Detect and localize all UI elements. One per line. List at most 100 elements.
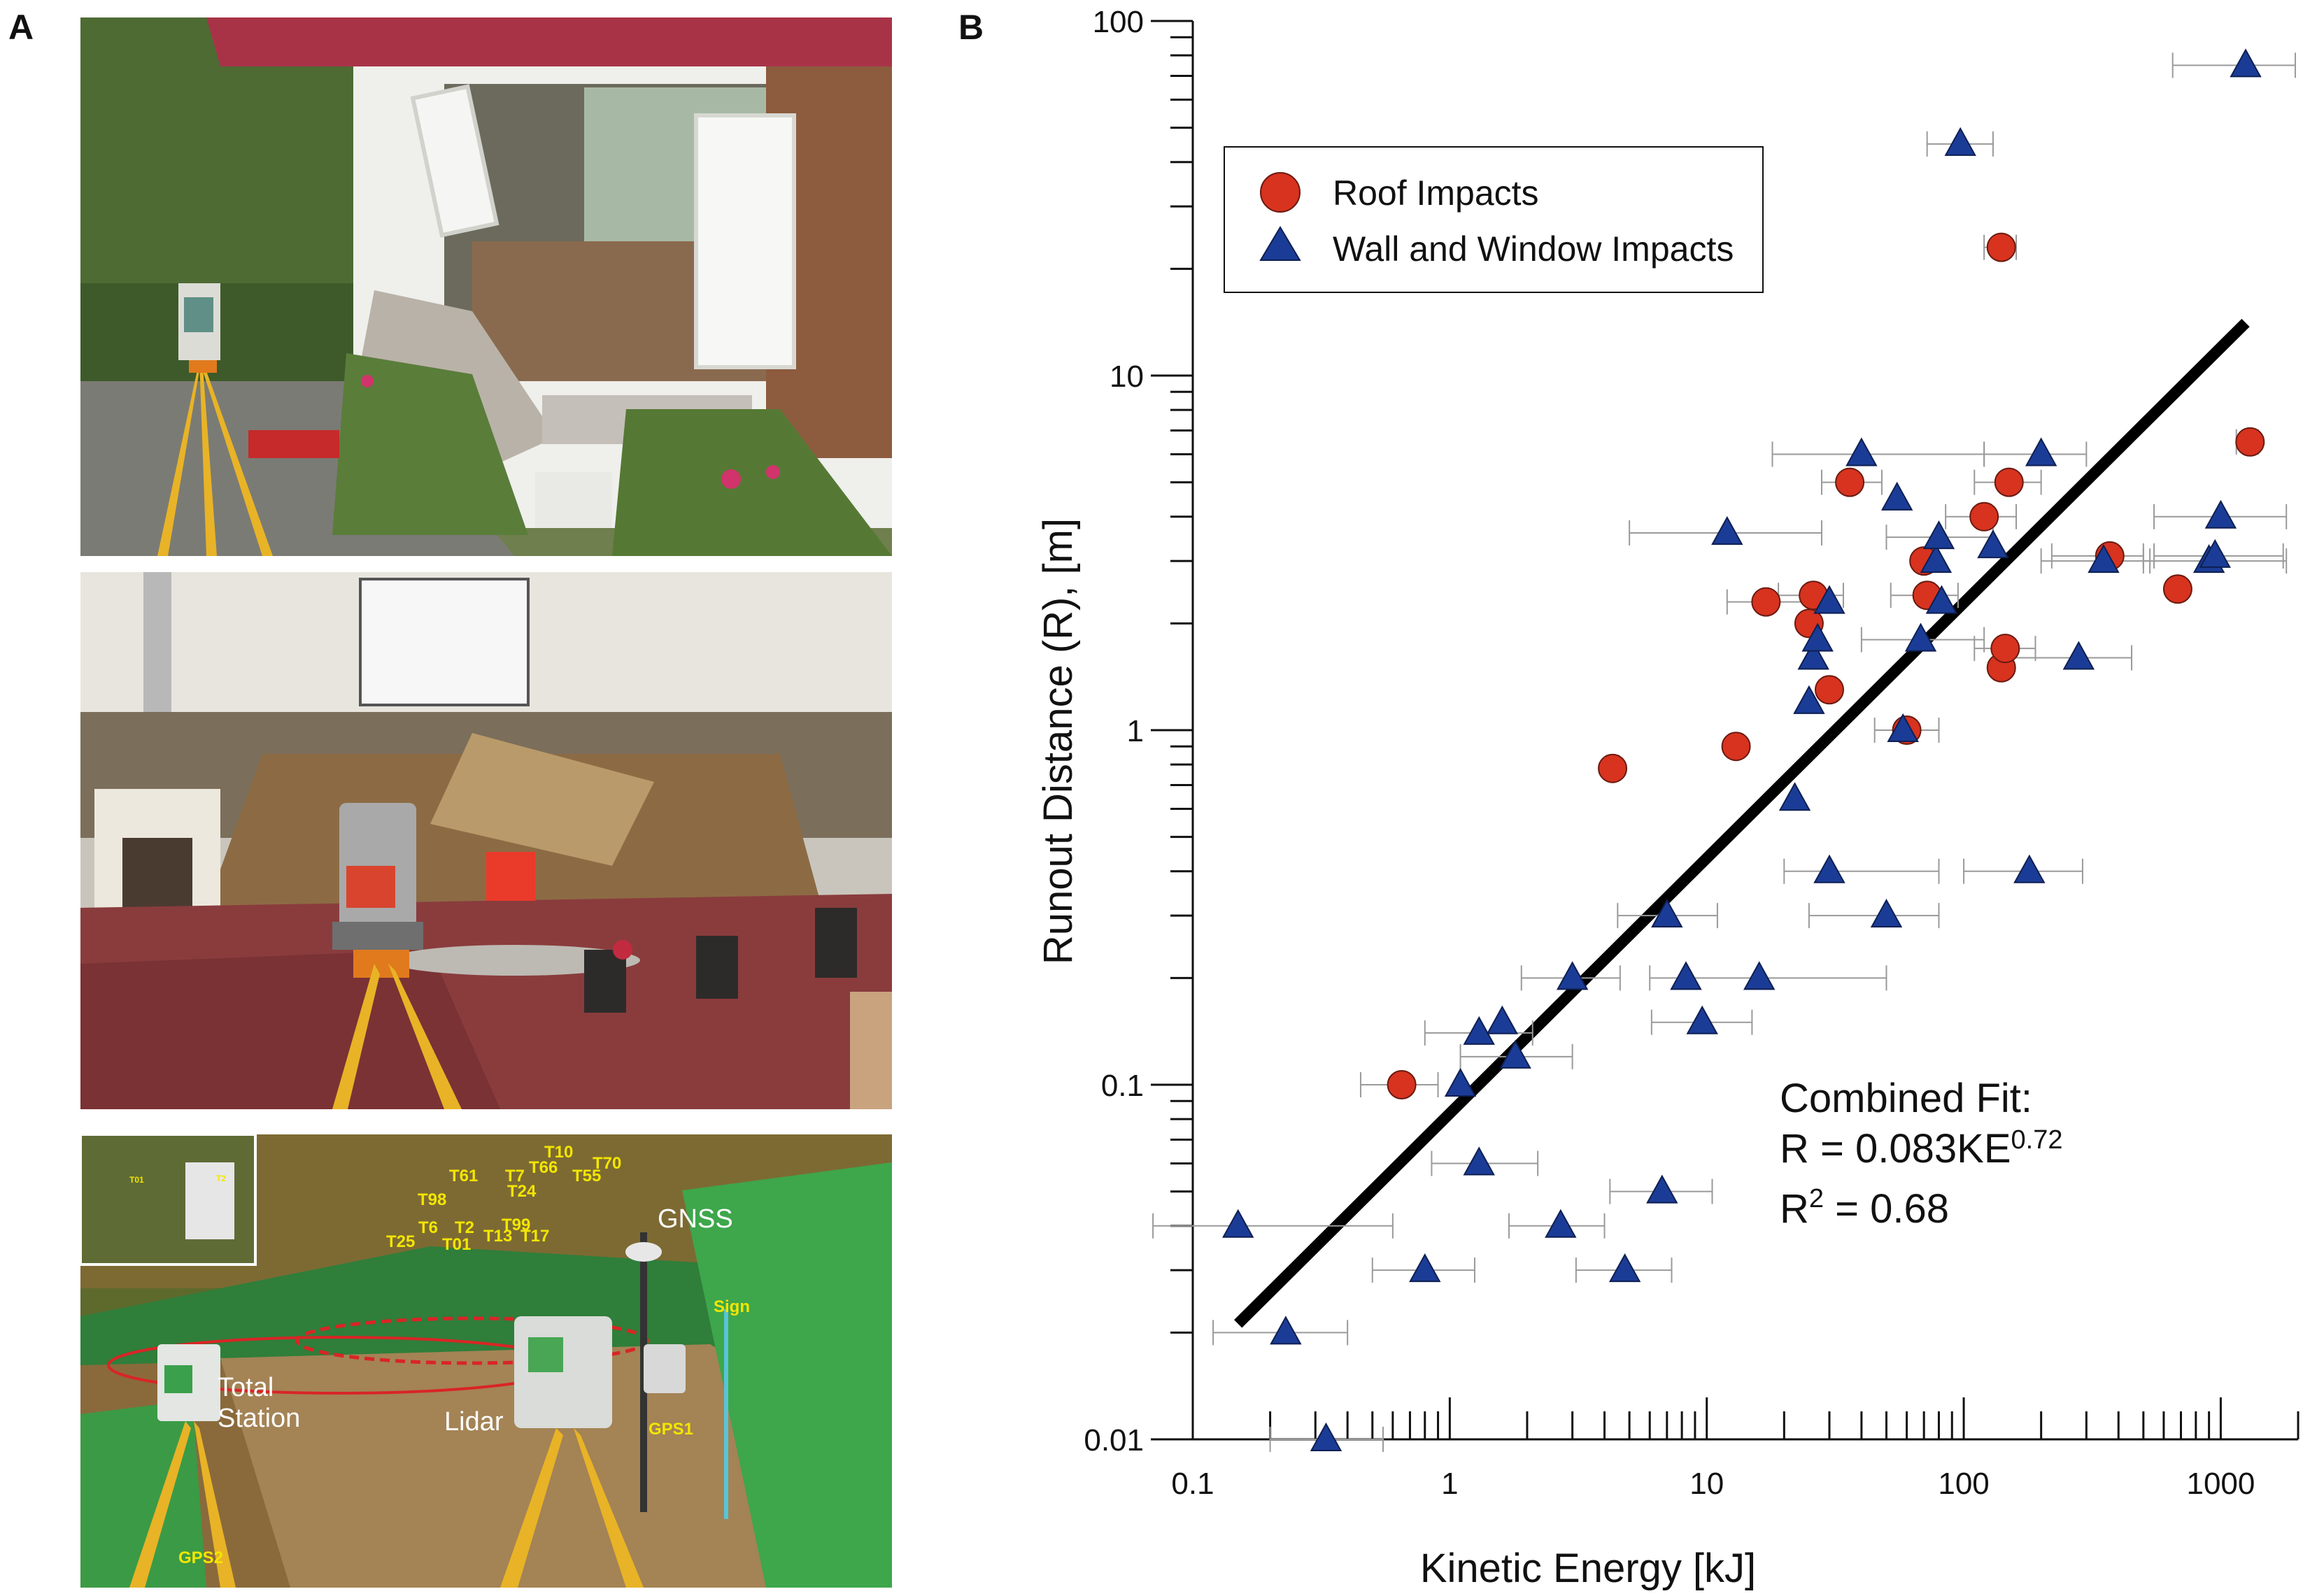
- roof-impact-point: [1814, 675, 1844, 705]
- gps2-label: GPS2: [178, 1548, 224, 1567]
- x-tick-label: 1: [1441, 1467, 1458, 1501]
- wall-impact-point: [1797, 641, 1829, 670]
- roof-impact-point: [1990, 634, 2020, 664]
- target-label: T10: [544, 1143, 574, 1162]
- wall-impact-point: [1221, 1209, 1254, 1238]
- wall-impact-point: [1486, 1005, 1519, 1034]
- wall-impact-point: [1711, 515, 1743, 545]
- target-label: T25: [386, 1232, 416, 1251]
- target-label: T2: [455, 1218, 475, 1237]
- wall-impact-point: [1444, 1067, 1477, 1097]
- wall-impact-point: [1545, 1209, 1577, 1238]
- y-axis-title: Runout Distance (R), [m]: [1035, 518, 1081, 964]
- photo-damaged-house: [80, 17, 892, 556]
- panel-a-label: A: [8, 8, 34, 47]
- inset-target-label: T01: [129, 1175, 144, 1185]
- wall-impact-point: [1556, 961, 1589, 990]
- target-label: T61: [449, 1167, 479, 1185]
- wall-impact-point: [1801, 622, 1834, 652]
- total-station-label: Total Station: [218, 1373, 301, 1433]
- wall-impact-point: [1651, 899, 1683, 928]
- x-tick-label: 1000: [2186, 1467, 2255, 1501]
- wall-impact-point: [1813, 854, 1845, 883]
- wall-impact-point: [1778, 782, 1811, 811]
- wall-impact-point: [1608, 1253, 1641, 1283]
- x-axis: 0.1 1 10 100 1000: [1171, 1397, 2300, 1501]
- legend-roof-label: Roof Impacts: [1333, 173, 1539, 213]
- wall-impact-point: [2013, 854, 2046, 883]
- photo-collapsed-interior: [80, 572, 892, 1109]
- data-markers: [1221, 48, 2265, 1451]
- wall-impact-point: [1793, 685, 1825, 714]
- wall-impact-point: [2062, 641, 2095, 670]
- lidar-label: Lidar: [444, 1407, 504, 1437]
- target-label: T55: [572, 1167, 602, 1185]
- wall-impact-point: [2230, 48, 2262, 78]
- target-label: T7: [505, 1167, 525, 1185]
- house-photo-graphic: [80, 17, 892, 556]
- point-cloud-graphic: [80, 1134, 892, 1588]
- roof-impact-point: [1598, 753, 1628, 783]
- legend-wall-label: Wall and Window Impacts: [1333, 229, 1734, 269]
- y-tick-label: 0.1: [1101, 1069, 1144, 1103]
- wall-impact-point: [1845, 437, 1878, 466]
- wall-impact-point: [1409, 1253, 1441, 1283]
- fit-line: [1234, 318, 2250, 1328]
- fit-equation: R = 0.083KE0.72: [1780, 1125, 2062, 1171]
- wall-impact-point: [2088, 544, 2120, 573]
- roof-impact-point: [1986, 232, 2016, 262]
- wall-impact-point: [2199, 539, 2231, 568]
- target-label: T70: [593, 1154, 622, 1173]
- roof-impact-point: [1721, 732, 1751, 762]
- wall-impact-point: [1922, 520, 1955, 550]
- wall-impact-point: [1310, 1422, 1342, 1451]
- target-label: T66: [529, 1158, 558, 1177]
- wall-impact-point: [1270, 1316, 1302, 1345]
- panel-b-label: B: [958, 8, 984, 47]
- target-label: T24: [507, 1182, 537, 1201]
- target-label: T6: [418, 1218, 439, 1237]
- wall-impact-point: [1686, 1005, 1718, 1034]
- wall-impact-point: [1646, 1174, 1678, 1204]
- wall-impact-point: [1887, 713, 1919, 742]
- legend-wall-marker: [1259, 226, 1301, 261]
- wall-impact-point: [1463, 1016, 1495, 1045]
- wall-impact-point: [1944, 127, 1976, 156]
- wall-impact-point: [1904, 622, 1937, 652]
- wall-impact-point: [1499, 1039, 1531, 1069]
- wall-impact-point: [1670, 961, 1702, 990]
- legend: Roof Impacts Wall and Window Impacts: [1224, 146, 1764, 293]
- roof-impact-point: [1387, 1070, 1417, 1099]
- roof-impact-point: [1751, 587, 1781, 617]
- wall-impact-point: [1813, 585, 1845, 614]
- target-label: T17: [520, 1227, 550, 1246]
- x-tick-label: 0.1: [1171, 1467, 1214, 1501]
- fit-layer: [1234, 318, 2250, 1328]
- interior-photo-graphic: [80, 572, 892, 1109]
- wall-impact-point: [1463, 1146, 1495, 1176]
- roof-impact-point: [1969, 501, 1999, 532]
- wall-impact-point: [2204, 499, 2237, 529]
- target-label: T98: [418, 1190, 447, 1209]
- sign-label: Sign: [714, 1297, 750, 1316]
- wall-impact-point: [1920, 544, 1953, 573]
- wall-impact-point: [1870, 899, 1903, 928]
- gnss-label: GNSS: [658, 1204, 733, 1234]
- photo-point-cloud-survey: Total Station Lidar GNSS Sign GPS1 GPS2 …: [80, 1134, 892, 1588]
- fit-annotation: Combined Fit: R = 0.083KE0.72 R2 = 0.68: [1780, 1076, 2062, 1232]
- wall-impact-point: [2025, 437, 2057, 466]
- fit-title: Combined Fit:: [1780, 1076, 2032, 1121]
- roof-impact-point: [2162, 574, 2192, 604]
- y-axis: 0.01 0.1 1 10 100: [1084, 5, 1193, 1458]
- roof-impact-point: [2235, 427, 2265, 457]
- wall-impact-point: [1977, 529, 2009, 559]
- wall-impact-point: [1743, 961, 1776, 990]
- runout-vs-energy-chart: 0.01 0.1 1 10 100 0.1 1 10 100 1000 Kinetic Ener…: [1035, 5, 2300, 1591]
- y-tick-label: 10: [1110, 359, 1144, 394]
- legend-roof-marker: [1260, 172, 1301, 213]
- inset-target-label: T2: [216, 1174, 227, 1183]
- y-tick-label: 0.01: [1084, 1423, 1144, 1458]
- x-tick-label: 10: [1689, 1467, 1724, 1501]
- y-tick-label: 100: [1093, 5, 1144, 39]
- wall-impact-point: [1925, 585, 1958, 614]
